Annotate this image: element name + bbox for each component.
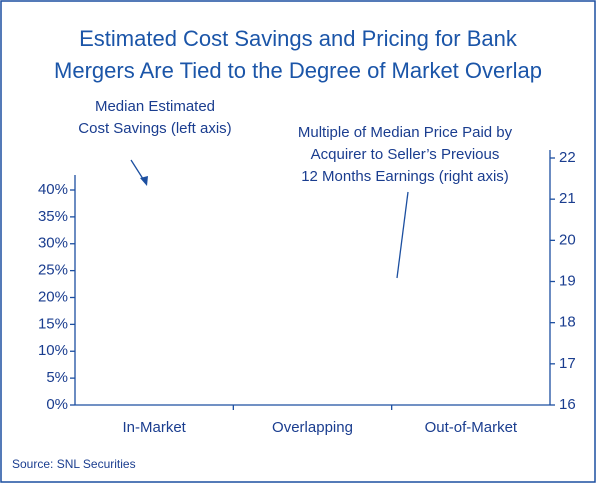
y-tick-label: 35%: [38, 208, 68, 225]
y-tick-label: 20%: [38, 288, 68, 305]
y-tick-label: 30%: [38, 235, 68, 252]
y2-tick-label: 16: [559, 396, 576, 413]
y2-tick-label: 21: [559, 190, 576, 207]
y-tick-label: 40%: [38, 181, 68, 198]
annotation: 12 Months Earnings (right axis): [301, 168, 509, 185]
chart-title: Estimated Cost Savings and Pricing for B…: [79, 26, 518, 51]
y2-tick-label: 19: [559, 272, 576, 289]
y2-tick-label: 22: [559, 149, 576, 166]
x-tick-label: In-Market: [122, 419, 186, 436]
annotation: Median Estimated: [95, 98, 215, 115]
annotation-line: [396, 191, 409, 279]
x-tick-label: Overlapping: [272, 419, 353, 436]
y2-tick-label: 20: [559, 231, 576, 248]
y-tick-label: 5%: [46, 369, 68, 386]
annotation: Multiple of Median Price Paid by: [298, 124, 513, 141]
x-tick-label: Out-of-Market: [425, 419, 518, 436]
annotation: Acquirer to Seller’s Previous: [311, 146, 500, 163]
arrow-head: [140, 176, 148, 186]
annotation: Cost Savings (left axis): [78, 120, 231, 137]
y-tick-label: 15%: [38, 315, 68, 332]
y2-tick-label: 18: [559, 314, 576, 331]
y-tick-label: 0%: [46, 396, 68, 413]
source: Source: SNL Securities: [12, 457, 136, 471]
chart-title: Mergers Are Tied to the Degree of Market…: [54, 58, 542, 83]
y-tick-label: 10%: [38, 342, 68, 359]
y2-tick-label: 17: [559, 355, 576, 372]
y-tick-label: 25%: [38, 262, 68, 279]
